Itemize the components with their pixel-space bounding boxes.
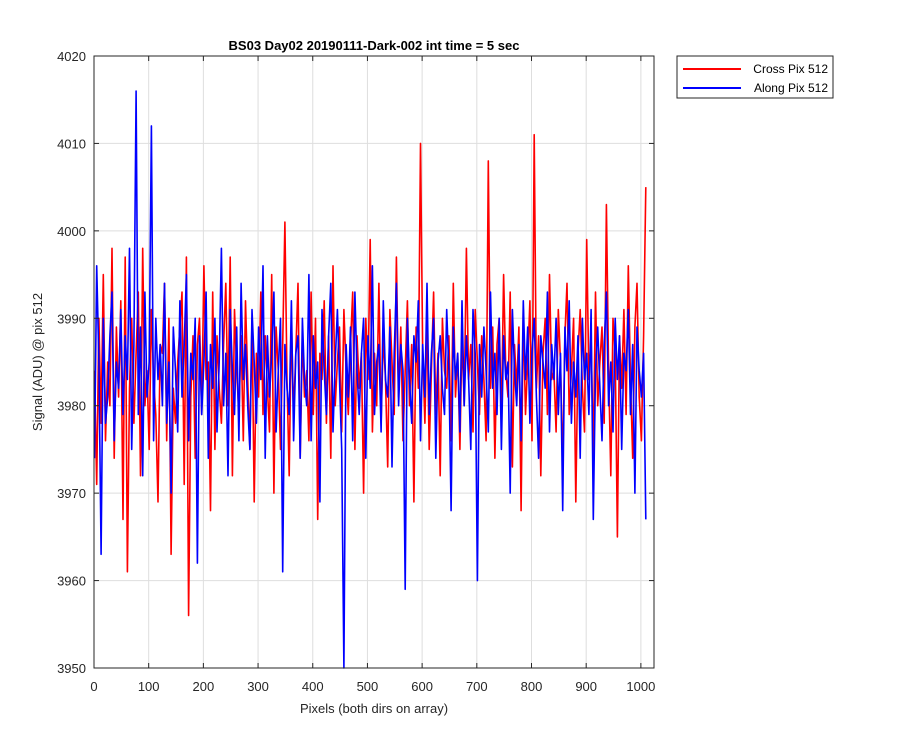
y-tick-label: 4000 [57,224,86,239]
series-line-along-pix-512 [93,90,647,669]
y-tick-label: 4010 [57,136,86,151]
x-axis-label: Pixels (both dirs on array) [300,701,448,716]
legend: Cross Pix 512 Along Pix 512 [676,55,834,99]
legend-label-along: Along Pix 512 [754,81,828,95]
x-tick-label: 100 [138,679,160,694]
y-tick-label: 3990 [57,311,86,326]
y-tick-label: 4020 [57,49,86,64]
y-tick-label: 3970 [57,486,86,501]
plot-frame [93,55,655,669]
x-tick-label: 500 [357,679,379,694]
x-tick-label: 600 [411,679,433,694]
x-tick-label: 400 [302,679,324,694]
x-tick-label: 900 [575,679,597,694]
chart-title: BS03 Day02 20190111-Dark-002 int time = … [229,38,520,53]
x-tick-label: 1000 [626,679,655,694]
x-tick-label: 200 [193,679,215,694]
y-tick-label: 3980 [57,399,86,414]
x-tick-label: 0 [90,679,97,694]
legend-label-cross: Cross Pix 512 [753,62,828,76]
axis-ticks: 0 100 200 300 400 500 600 700 800 900 1000 3950 3960… [57,49,655,694]
series-layer [93,90,647,669]
y-tick-label: 3960 [57,574,86,589]
x-tick-label: 700 [466,679,488,694]
x-tick-label: 800 [521,679,543,694]
y-axis-label: Signal (ADU) @ pix 512 [30,293,45,431]
x-tick-label: 300 [247,679,269,694]
legend-box [676,55,834,99]
y-tick-label: 3950 [57,661,86,676]
